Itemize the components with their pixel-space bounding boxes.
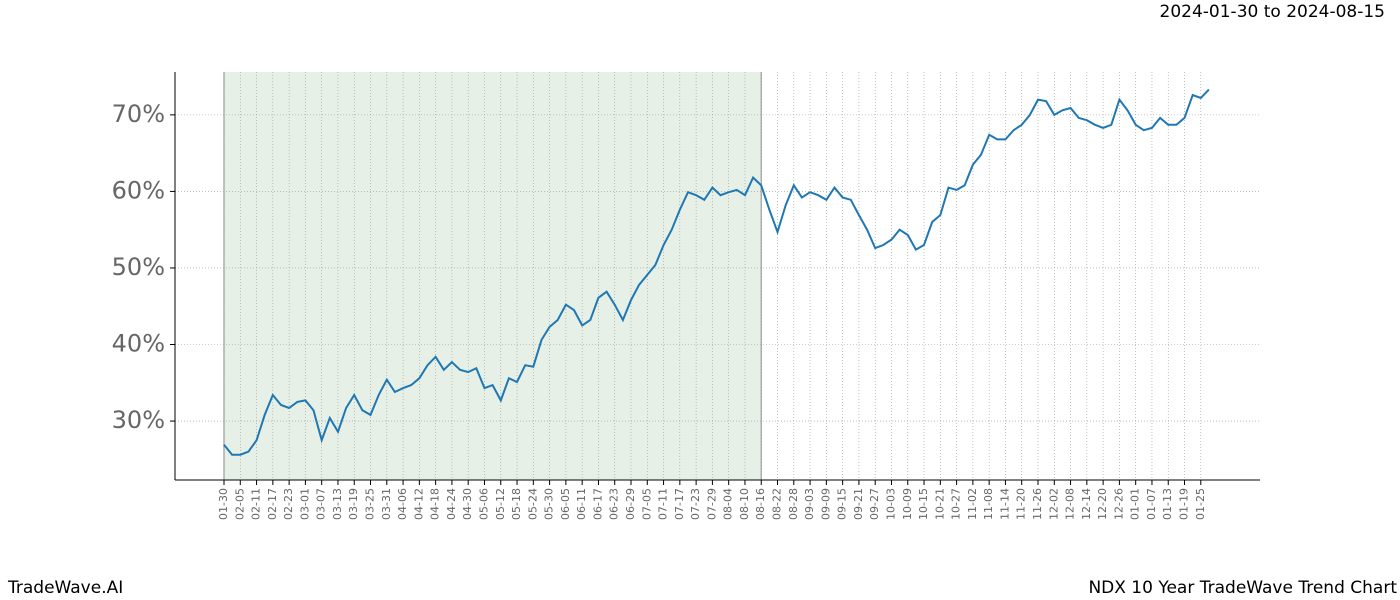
brand: TradeWave.AI bbox=[7, 578, 123, 598]
x-tick-label: 06-05 bbox=[559, 488, 572, 520]
x-tick-label: 11-08 bbox=[982, 488, 995, 520]
x-tick-label: 12-02 bbox=[1047, 488, 1060, 520]
x-tick-label: 08-28 bbox=[787, 488, 800, 520]
chart-title: NDX 10 Year TradeWave Trend Chart bbox=[1088, 578, 1397, 598]
x-tick-label: 09-09 bbox=[819, 488, 832, 520]
x-tick-label: 03-01 bbox=[298, 488, 311, 520]
x-tick-label: 06-17 bbox=[591, 488, 604, 520]
x-tick-label: 05-18 bbox=[510, 488, 523, 520]
x-tick-label: 11-02 bbox=[966, 488, 979, 520]
x-tick-label: 10-21 bbox=[933, 488, 946, 520]
x-tick-label: 09-27 bbox=[868, 488, 881, 520]
x-tick-label: 05-12 bbox=[494, 488, 507, 520]
x-tick-label: 11-14 bbox=[998, 488, 1011, 520]
y-tick-label: 70% bbox=[112, 100, 165, 128]
x-tick-label: 11-20 bbox=[1015, 488, 1028, 520]
x-tick-label: 03-19 bbox=[347, 488, 360, 520]
x-tick-label: 05-06 bbox=[477, 488, 490, 520]
x-tick-label: 02-11 bbox=[250, 488, 263, 520]
x-tick-label: 01-25 bbox=[1194, 488, 1207, 520]
x-tick-label: 07-05 bbox=[640, 488, 653, 520]
x-tick-label: 01-07 bbox=[1145, 488, 1158, 520]
line-series bbox=[223, 88, 1210, 456]
x-tick-label: 10-15 bbox=[917, 488, 930, 520]
x-tick-label: 07-29 bbox=[705, 488, 718, 520]
x-tick-label: 10-27 bbox=[950, 488, 963, 520]
x-tick-label: 11-26 bbox=[1031, 488, 1044, 520]
x-tick-label: 07-17 bbox=[673, 488, 686, 520]
x-tick-label: 04-18 bbox=[429, 488, 442, 520]
y-tick-label: 60% bbox=[112, 176, 165, 204]
x-tick-label: 04-24 bbox=[445, 488, 458, 520]
x-tick-label: 08-04 bbox=[722, 488, 735, 520]
x-tick-label: 08-22 bbox=[771, 488, 784, 520]
y-tick-label: 30% bbox=[112, 406, 165, 434]
x-tick-label: 01-19 bbox=[1178, 488, 1191, 520]
x-tick-label: 05-30 bbox=[543, 488, 556, 520]
x-tick-label: 01-30 bbox=[217, 488, 230, 520]
x-tick-label: 04-12 bbox=[412, 488, 425, 520]
x-tick-label: 12-14 bbox=[1080, 488, 1093, 520]
x-tick-label: 06-23 bbox=[608, 488, 621, 520]
x-tick-label: 08-16 bbox=[754, 488, 767, 520]
x-tick-label: 02-23 bbox=[282, 488, 295, 520]
x-tick-label: 10-09 bbox=[901, 488, 914, 520]
x-tick-label: 12-08 bbox=[1064, 488, 1077, 520]
x-tick-label: 12-20 bbox=[1096, 488, 1109, 520]
x-tick-label: 04-30 bbox=[461, 488, 474, 520]
highlight-region bbox=[224, 72, 762, 480]
x-tick-label: 06-11 bbox=[575, 488, 588, 520]
x-tick-label: 03-31 bbox=[380, 488, 393, 520]
x-tick-label: 05-24 bbox=[526, 488, 539, 520]
x-tick-label: 01-01 bbox=[1129, 488, 1142, 520]
x-tick-label: 09-21 bbox=[852, 488, 865, 520]
x-tick-label: 09-15 bbox=[836, 488, 849, 520]
x-tick-label: 07-11 bbox=[657, 488, 670, 520]
y-tick-label: 40% bbox=[112, 330, 165, 358]
x-tick-label: 07-23 bbox=[689, 488, 702, 520]
x-tick-label: 06-29 bbox=[624, 488, 637, 520]
x-tick-label: 12-26 bbox=[1112, 488, 1125, 520]
x-tick-label: 03-07 bbox=[315, 488, 328, 520]
x-tick-label: 02-17 bbox=[266, 488, 279, 520]
date-range: 2024-01-30 to 2024-08-15 bbox=[1160, 2, 1385, 22]
y-tick-label: 50% bbox=[112, 253, 165, 281]
x-tick-label: 03-25 bbox=[364, 488, 377, 520]
x-tick-label: 02-05 bbox=[233, 488, 246, 520]
x-tick-label: 10-03 bbox=[884, 488, 897, 520]
x-tick-label: 01-13 bbox=[1161, 488, 1174, 520]
x-tick-label: 09-03 bbox=[803, 488, 816, 520]
x-tick-label: 04-06 bbox=[396, 488, 409, 520]
x-tick-label: 08-10 bbox=[738, 488, 751, 520]
x-tick-label: 03-13 bbox=[331, 488, 344, 520]
